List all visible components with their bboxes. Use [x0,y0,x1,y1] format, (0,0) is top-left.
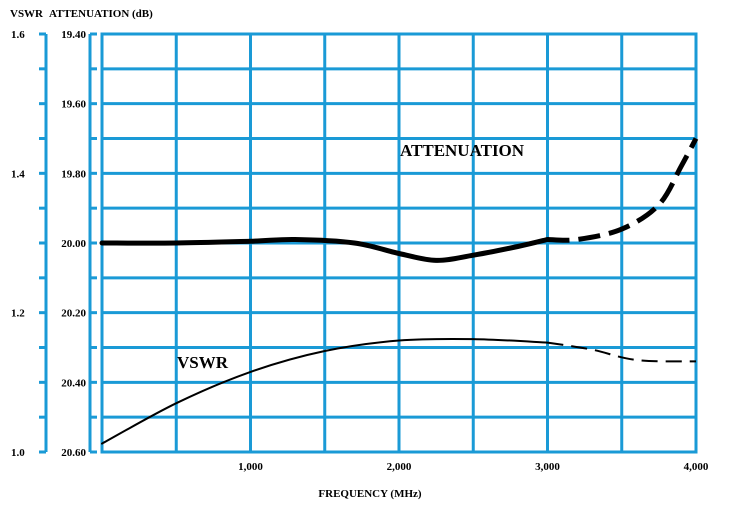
x-tick-label: 1,000 [238,461,263,473]
labels: VSWR ATTENUATION (dB) FREQUENCY (MHz) AT… [10,8,525,500]
x-tick-label: 3,000 [535,461,560,473]
attenuation-tick-label: 20.40 [61,377,86,389]
axes: 1.6 1.4 1.2 1.0 19.40 19.60 19.80 20.00 20.20 20.… [11,29,709,473]
vswr-tick-label: 1.0 [11,447,25,459]
attenuation-tick-label: 20.60 [61,447,86,459]
vswr-tick-label: 1.2 [11,308,25,320]
attenuation-tick-label: 20.20 [61,308,86,320]
vswr-axis-label: VSWR [10,8,44,20]
x-tick-label: 2,000 [387,461,412,473]
attenuation-axis-label: ATTENUATION (dB) [49,8,153,20]
attenuation-curve-dashed [547,137,699,243]
x-axis-label: FREQUENCY (MHz) [318,488,421,500]
vswr-curve-solid [101,337,549,445]
vswr-series-label: VSWR [177,353,229,372]
vswr-curve-dashed [547,341,697,363]
attenuation-tick-label: 19.60 [61,99,86,111]
attenuation-curve-solid [99,236,550,263]
attenuation-tick-label: 19.40 [61,29,86,41]
vswr-tick-label: 1.6 [11,29,25,41]
attenuation-tick-label: 19.80 [61,168,86,180]
attenuation-series-label: ATTENUATION [400,141,525,160]
attenuation-tick-label: 20.00 [61,238,86,250]
vswr-tick-label: 1.4 [11,168,25,180]
x-tick-label: 4,000 [684,461,709,473]
series [99,137,699,445]
